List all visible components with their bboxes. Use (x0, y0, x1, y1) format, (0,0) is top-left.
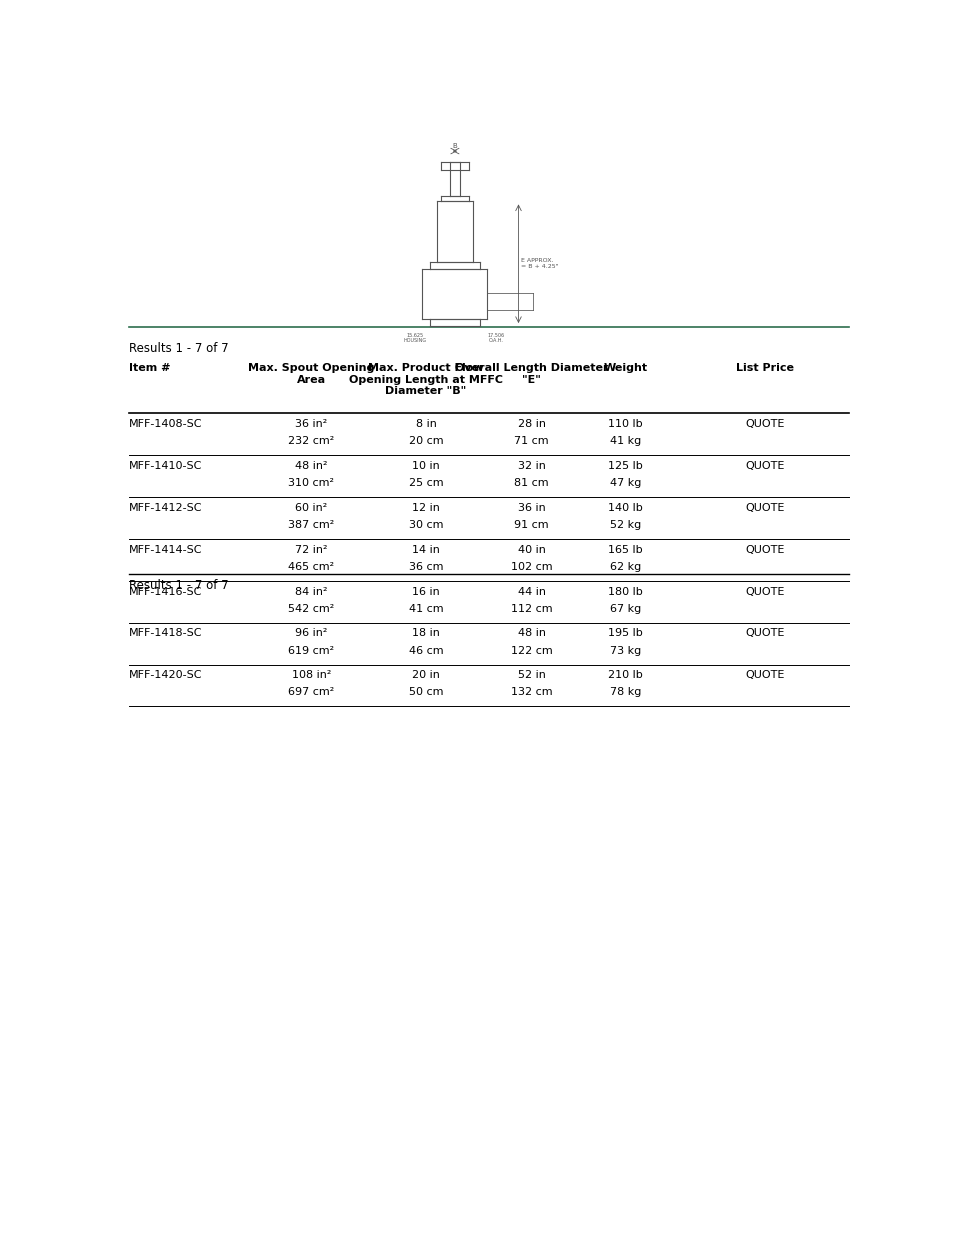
Text: MFF-1416-SC: MFF-1416-SC (129, 587, 202, 597)
Text: 60 in²: 60 in² (295, 503, 327, 513)
Text: 108 in²: 108 in² (292, 671, 331, 680)
Text: 46 cm: 46 cm (408, 646, 443, 656)
Text: 20 in: 20 in (412, 671, 439, 680)
Text: 195 lb: 195 lb (608, 629, 642, 638)
Text: 36 cm: 36 cm (409, 562, 443, 572)
Text: MFF-1408-SC: MFF-1408-SC (129, 419, 202, 430)
Text: 48 in²: 48 in² (294, 461, 328, 471)
Text: 18 in: 18 in (412, 629, 439, 638)
Text: 15.625
HOUSING: 15.625 HOUSING (403, 332, 426, 343)
Text: 41 cm: 41 cm (408, 604, 443, 614)
Text: 91 cm: 91 cm (514, 520, 549, 530)
Text: 48 in: 48 in (517, 629, 545, 638)
Text: QUOTE: QUOTE (744, 461, 783, 471)
Text: 52 in: 52 in (517, 671, 545, 680)
Text: E APPROX.
= B + 4.25": E APPROX. = B + 4.25" (520, 258, 558, 269)
Text: 387 cm²: 387 cm² (288, 520, 335, 530)
Text: Results 1 - 7 of 7: Results 1 - 7 of 7 (129, 579, 229, 592)
Text: 28 in: 28 in (517, 419, 545, 430)
Text: 12 in: 12 in (412, 503, 439, 513)
Text: 52 kg: 52 kg (609, 520, 640, 530)
Text: MFF-1418-SC: MFF-1418-SC (129, 629, 202, 638)
Text: QUOTE: QUOTE (744, 545, 783, 555)
Text: 84 in²: 84 in² (294, 587, 328, 597)
Text: 36 in: 36 in (517, 503, 545, 513)
Text: MFF-1414-SC: MFF-1414-SC (129, 545, 202, 555)
Text: 542 cm²: 542 cm² (288, 604, 335, 614)
Text: 110 lb: 110 lb (608, 419, 642, 430)
Text: 8 in: 8 in (416, 419, 436, 430)
Text: 44 in: 44 in (517, 587, 545, 597)
Text: 71 cm: 71 cm (514, 436, 549, 446)
Text: 697 cm²: 697 cm² (288, 688, 335, 698)
Text: 122 cm: 122 cm (511, 646, 552, 656)
Text: Weight: Weight (603, 363, 647, 373)
Text: Max. Spout Opening
Area: Max. Spout Opening Area (248, 363, 375, 385)
Text: 41 kg: 41 kg (609, 436, 640, 446)
Text: 232 cm²: 232 cm² (288, 436, 335, 446)
Text: QUOTE: QUOTE (744, 587, 783, 597)
Text: 40 in: 40 in (517, 545, 545, 555)
Text: 30 cm: 30 cm (409, 520, 443, 530)
Text: 32 in: 32 in (517, 461, 545, 471)
Text: QUOTE: QUOTE (744, 671, 783, 680)
Text: Overall Length Diameter
"E": Overall Length Diameter "E" (455, 363, 608, 385)
Text: 62 kg: 62 kg (609, 562, 640, 572)
Text: 132 cm: 132 cm (511, 688, 552, 698)
Text: 67 kg: 67 kg (609, 604, 640, 614)
Text: 125 lb: 125 lb (608, 461, 642, 471)
Text: 310 cm²: 310 cm² (288, 478, 335, 488)
Text: Max. Product Flow
Opening Length at MFFC
Diameter "B": Max. Product Flow Opening Length at MFFC… (349, 363, 502, 396)
Text: 140 lb: 140 lb (608, 503, 642, 513)
Text: 16 in: 16 in (412, 587, 439, 597)
Text: 165 lb: 165 lb (608, 545, 642, 555)
Text: MFF-1420-SC: MFF-1420-SC (129, 671, 202, 680)
Text: 112 cm: 112 cm (511, 604, 552, 614)
Text: 20 cm: 20 cm (408, 436, 443, 446)
Text: Item #: Item # (129, 363, 171, 373)
Text: 72 in²: 72 in² (294, 545, 328, 555)
Text: 78 kg: 78 kg (609, 688, 640, 698)
Text: 10 in: 10 in (412, 461, 439, 471)
Text: 36 in²: 36 in² (295, 419, 327, 430)
Text: List Price: List Price (735, 363, 793, 373)
Text: 81 cm: 81 cm (514, 478, 549, 488)
Text: 619 cm²: 619 cm² (288, 646, 335, 656)
Text: QUOTE: QUOTE (744, 503, 783, 513)
Text: 96 in²: 96 in² (295, 629, 327, 638)
Text: 47 kg: 47 kg (609, 478, 640, 488)
Text: MFF-1412-SC: MFF-1412-SC (129, 503, 202, 513)
Text: 210 lb: 210 lb (608, 671, 642, 680)
Text: 17.506
O.A.H.: 17.506 O.A.H. (487, 332, 504, 343)
Text: 50 cm: 50 cm (409, 688, 443, 698)
Text: 102 cm: 102 cm (511, 562, 552, 572)
Text: MFF-1410-SC: MFF-1410-SC (129, 461, 202, 471)
Text: 25 cm: 25 cm (408, 478, 443, 488)
Text: QUOTE: QUOTE (744, 419, 783, 430)
Text: 180 lb: 180 lb (608, 587, 642, 597)
Text: QUOTE: QUOTE (744, 629, 783, 638)
Text: 14 in: 14 in (412, 545, 439, 555)
Text: 465 cm²: 465 cm² (288, 562, 335, 572)
Text: B: B (452, 143, 456, 149)
Text: 73 kg: 73 kg (609, 646, 640, 656)
Text: Results 1 - 7 of 7: Results 1 - 7 of 7 (129, 342, 229, 356)
